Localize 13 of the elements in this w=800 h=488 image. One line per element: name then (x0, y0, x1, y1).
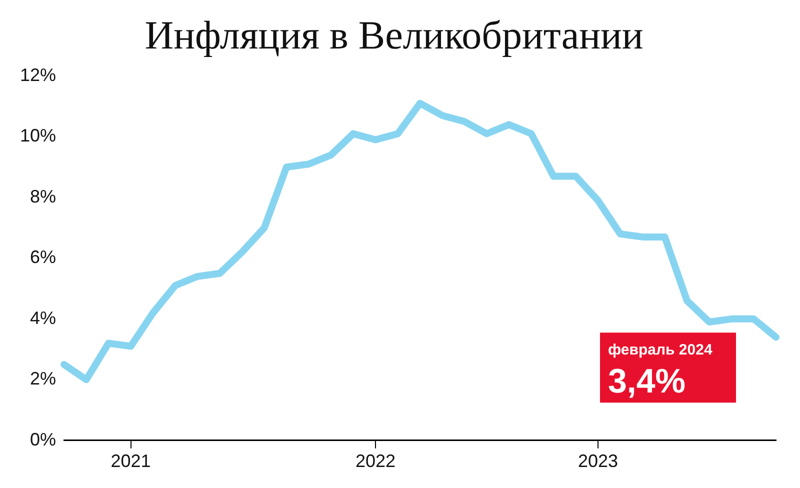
annotation: 3,4% (608, 362, 686, 401)
x-tick-label: 2023 (578, 451, 618, 472)
y-tick-label: 12% (20, 64, 56, 85)
y-tick-label: 4% (30, 308, 56, 328)
y-tick-label: 10% (20, 126, 56, 146)
y-tick-label: 2% (30, 368, 56, 389)
y-tick-label: 6% (30, 247, 56, 268)
chart-title: Инфляция в Великобритании (144, 12, 644, 58)
y-tick-label: 8% (30, 186, 56, 206)
annotation: февраль 2024 (608, 342, 713, 359)
x-tick-label: 2021 (110, 451, 151, 472)
x-tick-label: 2022 (355, 451, 396, 472)
y-tick-label: 0% (30, 429, 56, 450)
